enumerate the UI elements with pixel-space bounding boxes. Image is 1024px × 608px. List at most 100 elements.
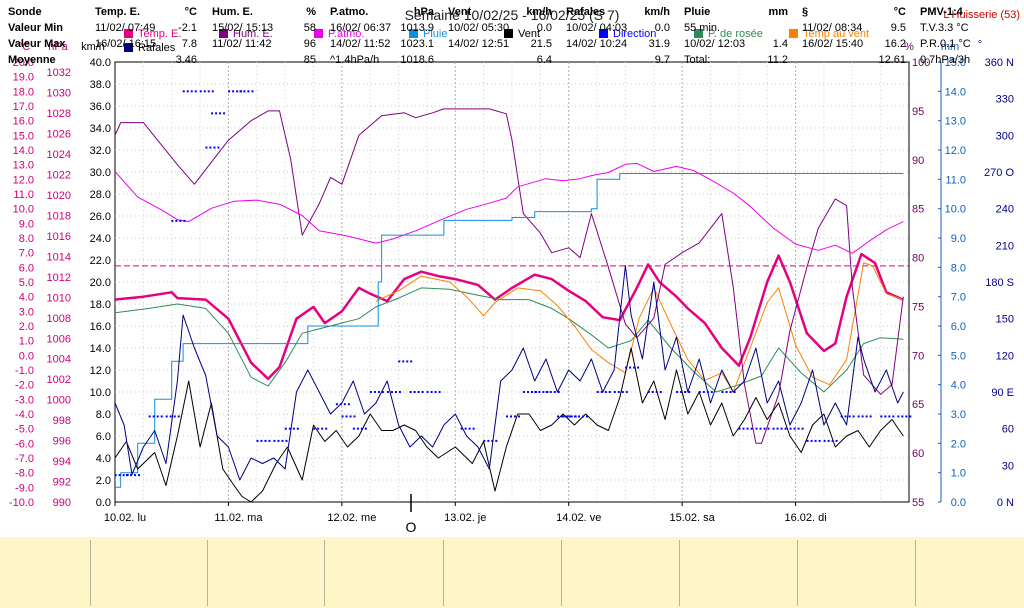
rain-tick-label: 4.0: [951, 380, 966, 392]
direction-mark: [438, 391, 441, 393]
current-time-label: O: [406, 519, 417, 535]
direction-mark: [247, 90, 250, 93]
direction-mark: [733, 391, 736, 393]
stats-date: 10/02/ 04:03: [566, 22, 628, 34]
wind-tick-label: 6.0: [96, 431, 111, 443]
direction-mark: [215, 112, 218, 115]
direction-mark: [848, 415, 851, 418]
temperature-tick-label: 16.0: [13, 116, 34, 128]
stats-separator: [324, 540, 325, 606]
direction-mark: [569, 415, 572, 418]
direction-mark: [746, 427, 749, 430]
direction-mark: [814, 439, 817, 442]
stats-unit: °C: [184, 6, 197, 18]
rain-tick-label: 9.0: [951, 233, 966, 245]
direction-mark: [285, 439, 288, 442]
stats-separator: [679, 540, 680, 606]
direction-mark: [600, 391, 603, 393]
direction-mark: [729, 391, 732, 393]
stats-unit: °C: [893, 6, 906, 18]
direction-mark: [827, 439, 830, 442]
direction-mark: [780, 427, 783, 430]
stats-date: 15/02/ 15:13: [212, 22, 274, 34]
direction-mark: [114, 474, 117, 477]
stats-value: 31.9: [648, 38, 670, 50]
stats-value: 0.0: [654, 22, 670, 34]
direction-mark: [483, 439, 486, 442]
pressure-tick-label: 1018: [47, 210, 71, 222]
direction-tick-label: 60: [1002, 424, 1014, 436]
humidity-tick-label: 95: [912, 106, 924, 118]
direction-mark: [464, 427, 467, 430]
direction-mark: [413, 391, 416, 393]
direction-mark: [586, 415, 589, 418]
stats-value: 3.46: [175, 54, 197, 66]
direction-mark: [621, 391, 624, 393]
legend-label: Vent: [518, 28, 540, 40]
weather-chart: Semaine 10/02/25 - 16/02/25 (S 7) L'Huiss…: [9, 7, 1020, 535]
temperature-tick-label: 6.0: [19, 262, 34, 274]
x-tick-label: 15.02. sa: [670, 512, 716, 524]
direction-mark: [343, 403, 346, 406]
legend-swatch: [314, 29, 323, 38]
stats-separator: [561, 540, 562, 606]
direction-mark: [223, 112, 226, 115]
temperature-tick-label: 1.0: [19, 336, 34, 348]
pressure-tick-label: 1010: [47, 292, 71, 304]
wind-tick-label: 22.0: [90, 255, 111, 267]
stats-date: 14/02/ 11:52: [330, 38, 391, 50]
stats-value: 85: [303, 54, 316, 66]
pressure-tick-label: 994: [53, 456, 71, 468]
direction-mark: [487, 439, 490, 442]
direction-mark: [409, 391, 412, 393]
temperature-tick-label: -2.0: [15, 380, 34, 392]
direction-mark: [156, 415, 159, 418]
stats-value: 7.8: [181, 38, 197, 50]
direction-mark: [325, 427, 328, 430]
stats-date: 16/02/ 06:37: [330, 22, 392, 34]
direction-mark: [152, 415, 155, 418]
direction-mark: [772, 427, 775, 430]
axis-unit-humidity: %: [904, 41, 914, 53]
rain-tick-label: 0.0: [951, 497, 966, 509]
stats-date: 11/02/ 08:34: [802, 22, 863, 34]
direction-tick-label: 30: [1002, 460, 1014, 472]
legend-label: P.atmo.: [328, 28, 365, 40]
direction-mark: [561, 415, 564, 418]
direction-mark: [688, 391, 691, 393]
direction-mark: [742, 427, 745, 430]
direction-mark: [369, 391, 372, 393]
stats-value: 9.7: [654, 54, 670, 66]
direction-mark: [557, 415, 560, 418]
stats-unit: %: [306, 6, 316, 18]
wind-tick-label: 38.0: [90, 79, 111, 91]
direction-mark: [264, 439, 267, 442]
x-tick-label: 16.02. di: [784, 512, 826, 524]
direction-mark: [228, 90, 231, 93]
rain-tick-label: 11.0: [945, 174, 966, 186]
stats-unit: mm: [768, 6, 788, 18]
direction-mark: [239, 90, 242, 93]
direction-mark: [633, 366, 636, 369]
direction-mark: [680, 391, 683, 393]
humidity-tick-label: 100: [912, 57, 930, 69]
direction-mark: [353, 415, 356, 418]
direction-mark: [190, 90, 193, 93]
stats-value: 0.7hPa/3h: [920, 54, 971, 66]
direction-mark: [313, 427, 316, 430]
stats-date: 11/02/ 07:49: [95, 22, 156, 34]
direction-mark: [182, 90, 185, 93]
humidity-tick-label: 75: [912, 301, 924, 313]
direction-mark: [394, 391, 397, 393]
direction-mark: [495, 439, 498, 442]
stats-col-s: § °C 11/02/ 08:34 9.5 16/02/ 15:40 16.2 …: [802, 0, 910, 71]
wind-tick-label: 16.0: [90, 321, 111, 333]
direction-mark: [738, 427, 741, 430]
legend-label: Temp au vent: [803, 28, 869, 40]
stats-col-rafales: Rafales km/h 10/02/ 04:03 0.0 14/02/ 10:…: [566, 0, 674, 71]
direction-mark: [789, 427, 792, 430]
stats-date: 14/02/ 12:51: [448, 38, 510, 50]
direction-mark: [207, 90, 210, 93]
direction-mark: [398, 391, 401, 393]
stats-col-sonde: Sonde Valeur Min Valeur Max Moyenne: [8, 0, 88, 71]
